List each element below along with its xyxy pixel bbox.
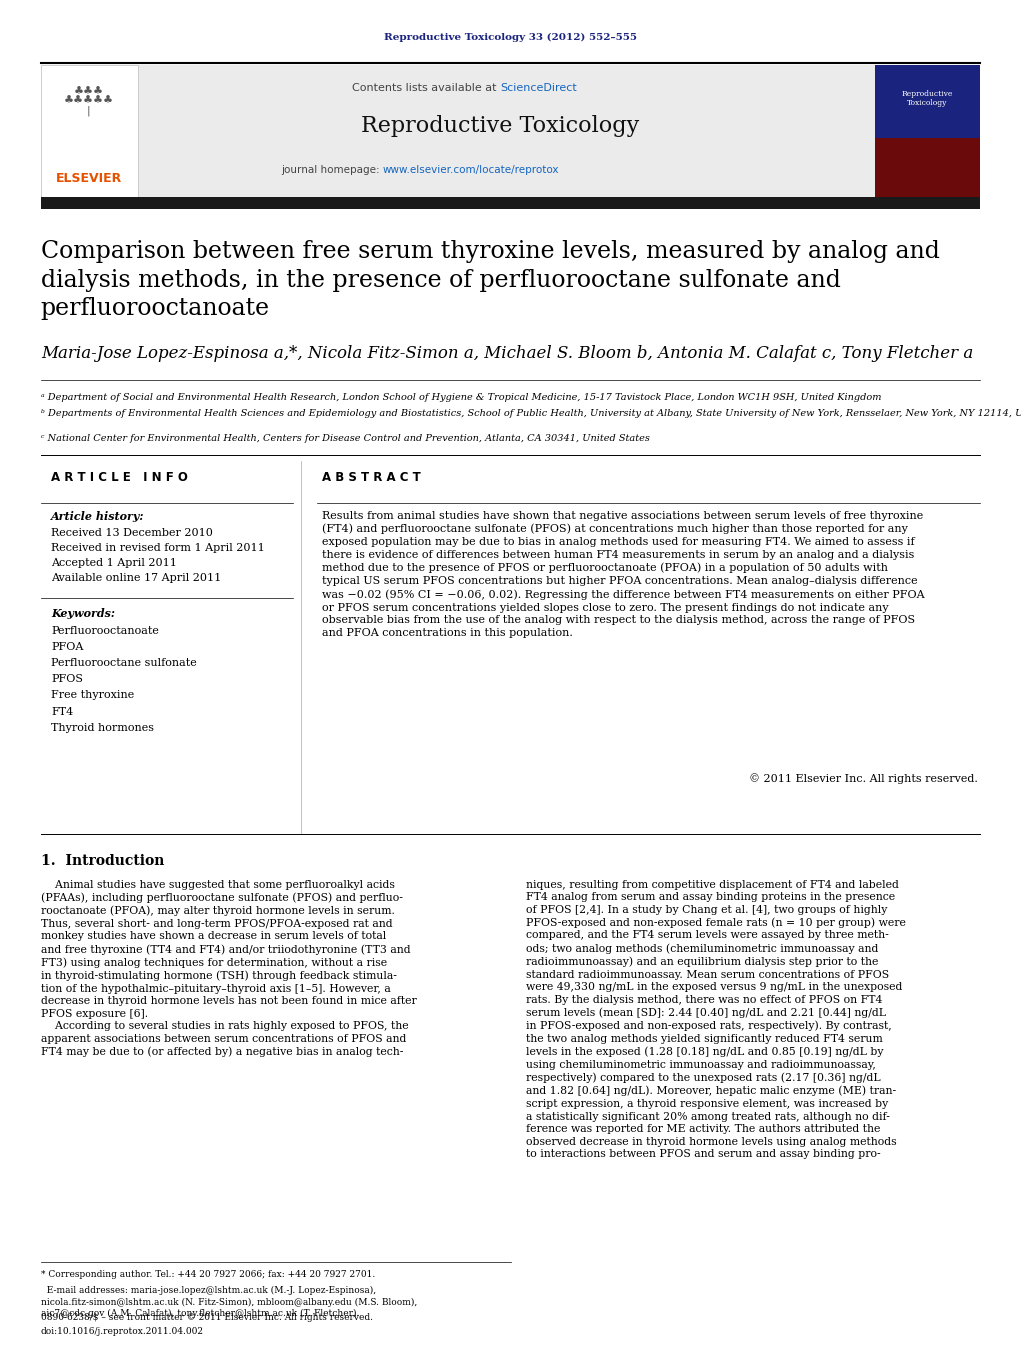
Text: ᵇ Departments of Environmental Health Sciences and Epidemiology and Biostatistic: ᵇ Departments of Environmental Health Sc… xyxy=(41,409,1021,419)
Text: ELSEVIER: ELSEVIER xyxy=(56,172,121,185)
Text: journal homepage:: journal homepage: xyxy=(281,165,383,176)
Text: * Corresponding author. Tel.: +44 20 7927 2066; fax: +44 20 7927 2701.: * Corresponding author. Tel.: +44 20 792… xyxy=(41,1270,375,1279)
Text: Reproductive Toxicology: Reproductive Toxicology xyxy=(361,115,639,136)
Text: 0890-6238/$ – see front matter © 2011 Elsevier Inc. All rights reserved.: 0890-6238/$ – see front matter © 2011 El… xyxy=(41,1313,373,1323)
Text: Perfluorooctanoate: Perfluorooctanoate xyxy=(51,626,159,635)
Text: niques, resulting from competitive displacement of FT4 and labeled
FT4 analog fr: niques, resulting from competitive displ… xyxy=(526,880,906,1159)
Text: PFOS: PFOS xyxy=(51,674,83,684)
Text: Contents lists available at: Contents lists available at xyxy=(352,82,500,93)
Text: Received in revised form 1 April 2011: Received in revised form 1 April 2011 xyxy=(51,543,264,553)
Text: Results from animal studies have shown that negative associations between serum : Results from animal studies have shown t… xyxy=(322,511,924,638)
Text: Perfluorooctane sulfonate: Perfluorooctane sulfonate xyxy=(51,658,197,667)
Text: doi:10.1016/j.reprotox.2011.04.002: doi:10.1016/j.reprotox.2011.04.002 xyxy=(41,1327,204,1336)
Text: ♣♣♣
♣♣♣♣♣
  |: ♣♣♣ ♣♣♣♣♣ | xyxy=(64,86,113,116)
Text: www.elsevier.com/locate/reprotox: www.elsevier.com/locate/reprotox xyxy=(383,165,560,176)
Text: Maria-Jose Lopez-Espinosa a,*, Nicola Fitz-Simon a, Michael S. Bloom b, Antonia : Maria-Jose Lopez-Espinosa a,*, Nicola Fi… xyxy=(41,346,973,362)
Text: Thyroid hormones: Thyroid hormones xyxy=(51,723,154,732)
Text: Received 13 December 2010: Received 13 December 2010 xyxy=(51,528,213,538)
Text: E-mail addresses: maria-jose.lopez@lshtm.ac.uk (M.-J. Lopez-Espinosa),
nicola.fi: E-mail addresses: maria-jose.lopez@lshtm… xyxy=(41,1286,418,1317)
Text: 1.  Introduction: 1. Introduction xyxy=(41,854,164,867)
Text: Reproductive
Toxicology: Reproductive Toxicology xyxy=(902,91,953,107)
Text: ᶜ National Center for Environmental Health, Centers for Disease Control and Prev: ᶜ National Center for Environmental Heal… xyxy=(41,434,649,443)
Bar xyxy=(875,65,980,200)
Bar xyxy=(41,65,138,200)
Text: Animal studies have suggested that some perfluoroalkyl acids
(PFAAs), including : Animal studies have suggested that some … xyxy=(41,880,417,1058)
Text: Article history:: Article history: xyxy=(51,511,145,521)
Text: Reproductive Toxicology 33 (2012) 552–555: Reproductive Toxicology 33 (2012) 552–55… xyxy=(384,34,637,42)
Text: FT4: FT4 xyxy=(51,707,74,716)
Text: Free thyroxine: Free thyroxine xyxy=(51,690,135,700)
Text: A B S T R A C T: A B S T R A C T xyxy=(322,471,421,485)
Text: Keywords:: Keywords: xyxy=(51,608,115,619)
Text: PFOA: PFOA xyxy=(51,642,84,651)
Text: Accepted 1 April 2011: Accepted 1 April 2011 xyxy=(51,558,177,567)
Text: © 2011 Elsevier Inc. All rights reserved.: © 2011 Elsevier Inc. All rights reserved… xyxy=(749,773,978,784)
Text: Available online 17 April 2011: Available online 17 April 2011 xyxy=(51,573,222,582)
Bar xyxy=(875,138,980,200)
Bar xyxy=(138,65,875,200)
Text: A R T I C L E   I N F O: A R T I C L E I N F O xyxy=(51,471,188,485)
Text: ScienceDirect: ScienceDirect xyxy=(500,82,577,93)
Text: ᵃ Department of Social and Environmental Health Research, London School of Hygie: ᵃ Department of Social and Environmental… xyxy=(41,393,881,403)
Bar xyxy=(41,197,980,209)
Text: Comparison between free serum thyroxine levels, measured by analog and
dialysis : Comparison between free serum thyroxine … xyxy=(41,240,939,320)
